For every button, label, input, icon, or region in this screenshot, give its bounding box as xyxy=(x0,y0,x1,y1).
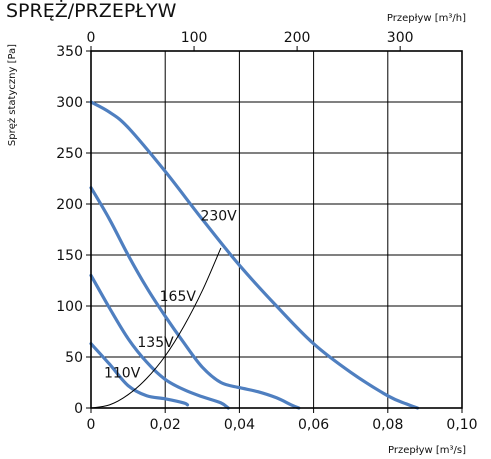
y-tick-label: 0 xyxy=(74,401,83,417)
series-lines xyxy=(89,100,420,410)
y-tick-label: 350 xyxy=(56,44,83,60)
chart-title: SPRĘŻ/PRZEPŁYW xyxy=(6,0,177,22)
series-line-165v xyxy=(89,186,301,410)
x-tick-label: 0,10 xyxy=(446,417,477,433)
series-labels: 230V 165V 135V 110V xyxy=(104,208,237,381)
y-tick-label: 250 xyxy=(56,146,83,162)
series-label-230v: 230V xyxy=(200,208,237,224)
y-tick-label: 150 xyxy=(56,248,83,264)
x2-tick-label: 0 xyxy=(87,30,96,46)
y-tick-label: 100 xyxy=(56,299,83,315)
x-tick-label: 0 xyxy=(87,417,96,433)
x-tick-label: 0,06 xyxy=(298,417,329,433)
series-line-230v xyxy=(89,100,420,410)
x2-tick-label: 200 xyxy=(284,30,311,46)
y-tick-label: 200 xyxy=(56,197,83,213)
x2-tick-label: 100 xyxy=(181,30,208,46)
x-tick-label: 0,04 xyxy=(224,417,255,433)
series-label-110v: 110V xyxy=(104,365,141,381)
system-curve xyxy=(90,247,222,409)
y-tick-label: 300 xyxy=(56,95,83,111)
y-tick-label: 50 xyxy=(65,350,83,366)
grid xyxy=(90,50,463,409)
series-label-165v: 165V xyxy=(160,289,197,305)
series-line-135v xyxy=(89,273,230,410)
x2-axis-label: Przepływ [m³/h] xyxy=(387,13,466,24)
x-axis-label: Przepływ [m³/s] xyxy=(388,445,466,456)
x-tick-label: 0,02 xyxy=(150,417,181,433)
series-label-135v: 135V xyxy=(137,335,174,351)
plot-frame xyxy=(90,50,463,409)
x-tick-label: 0,08 xyxy=(372,417,403,433)
series-line-110v xyxy=(89,342,190,407)
y-axis-label: Spręż statyczny [Pa] xyxy=(7,44,18,146)
x2-tick-label: 300 xyxy=(387,30,414,46)
